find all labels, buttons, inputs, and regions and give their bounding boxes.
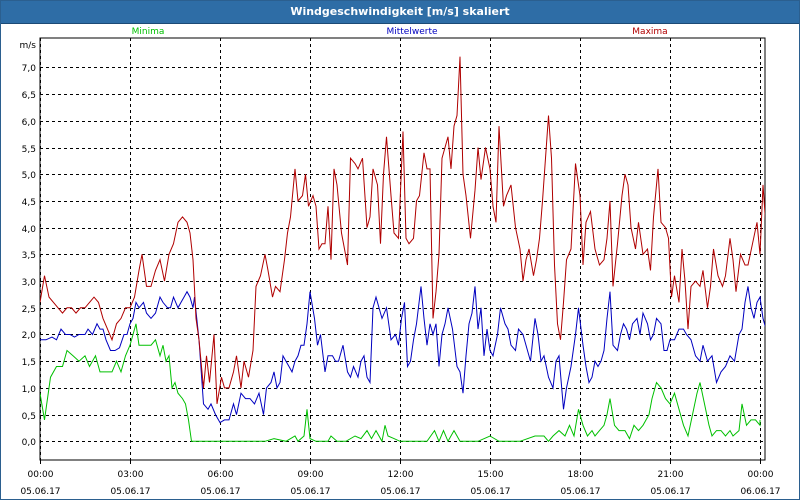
plot-frame	[39, 37, 766, 461]
x-tick-time: 09:00	[298, 470, 324, 480]
y-tick-label: 1,5	[22, 358, 36, 368]
y-tick-label: 5,5	[22, 145, 36, 155]
series-line-mittelwerte	[40, 286, 765, 424]
series-lines	[40, 56, 765, 443]
x-tick-time: 00:00	[28, 470, 54, 480]
legend-entry-minima: Minima	[132, 27, 165, 37]
y-tick-label: 0,5	[22, 412, 36, 422]
x-tick-time: 12:00	[388, 470, 414, 480]
x-tick-time: 18:00	[568, 470, 594, 480]
y-tick-label: 3,0	[22, 278, 37, 288]
grid	[39, 37, 766, 461]
x-tick-date: 05.06.17	[200, 487, 240, 497]
legend-entry-maxima: Maxima	[632, 27, 667, 37]
title-bar: Windgeschwindigkeit [m/s] skaliert	[1, 1, 799, 24]
x-tick-date: 05.06.17	[290, 487, 330, 497]
x-tick-time: 21:00	[658, 470, 684, 480]
y-tick-label: 6,5	[22, 91, 36, 101]
series-line-minima	[40, 323, 761, 443]
y-tick-label: 0,0	[22, 438, 37, 448]
x-tick-date: 05.06.17	[560, 487, 600, 497]
axes: 0,0 0,5 1,0 1,5 2,0 2,5 3,0 3,5 4,0 4,5 5,0 5,5 6,0 6…	[20, 41, 781, 497]
y-tick-label: 6,0	[22, 118, 37, 128]
y-tick-label: 7,0	[22, 64, 37, 74]
legend: Minima Mittelwerte Maxima	[132, 27, 668, 37]
window-title: Windgeschwindigkeit [m/s] skaliert	[290, 5, 510, 18]
y-tick-label: 2,0	[22, 331, 37, 341]
y-tick-label: 1,0	[22, 385, 37, 395]
x-tick-date: 05.06.17	[380, 487, 420, 497]
x-tick-time: 00:00	[748, 470, 774, 480]
x-tick-date: 05.06.17	[650, 487, 690, 497]
legend-entry-mittelwerte: Mittelwerte	[386, 27, 437, 37]
y-tick-label: 3,5	[22, 251, 36, 261]
x-tick-date: 05.06.17	[110, 487, 150, 497]
y-tick-label: 2,5	[22, 305, 36, 315]
series-line-maxima	[40, 56, 765, 404]
y-axis-unit: m/s	[20, 41, 37, 51]
x-tick-date: 05.06.17	[20, 487, 60, 497]
x-tick-time: 15:00	[478, 470, 504, 480]
x-tick-date: 06.06.17	[740, 487, 780, 497]
y-tick-label: 4,5	[22, 198, 36, 208]
x-tick-time: 03:00	[118, 470, 144, 480]
y-tick-label: 4,0	[22, 225, 37, 235]
x-tick-time: 06:00	[208, 470, 234, 480]
y-tick-label: 5,0	[22, 171, 37, 181]
x-tick-date: 05.06.17	[470, 487, 510, 497]
